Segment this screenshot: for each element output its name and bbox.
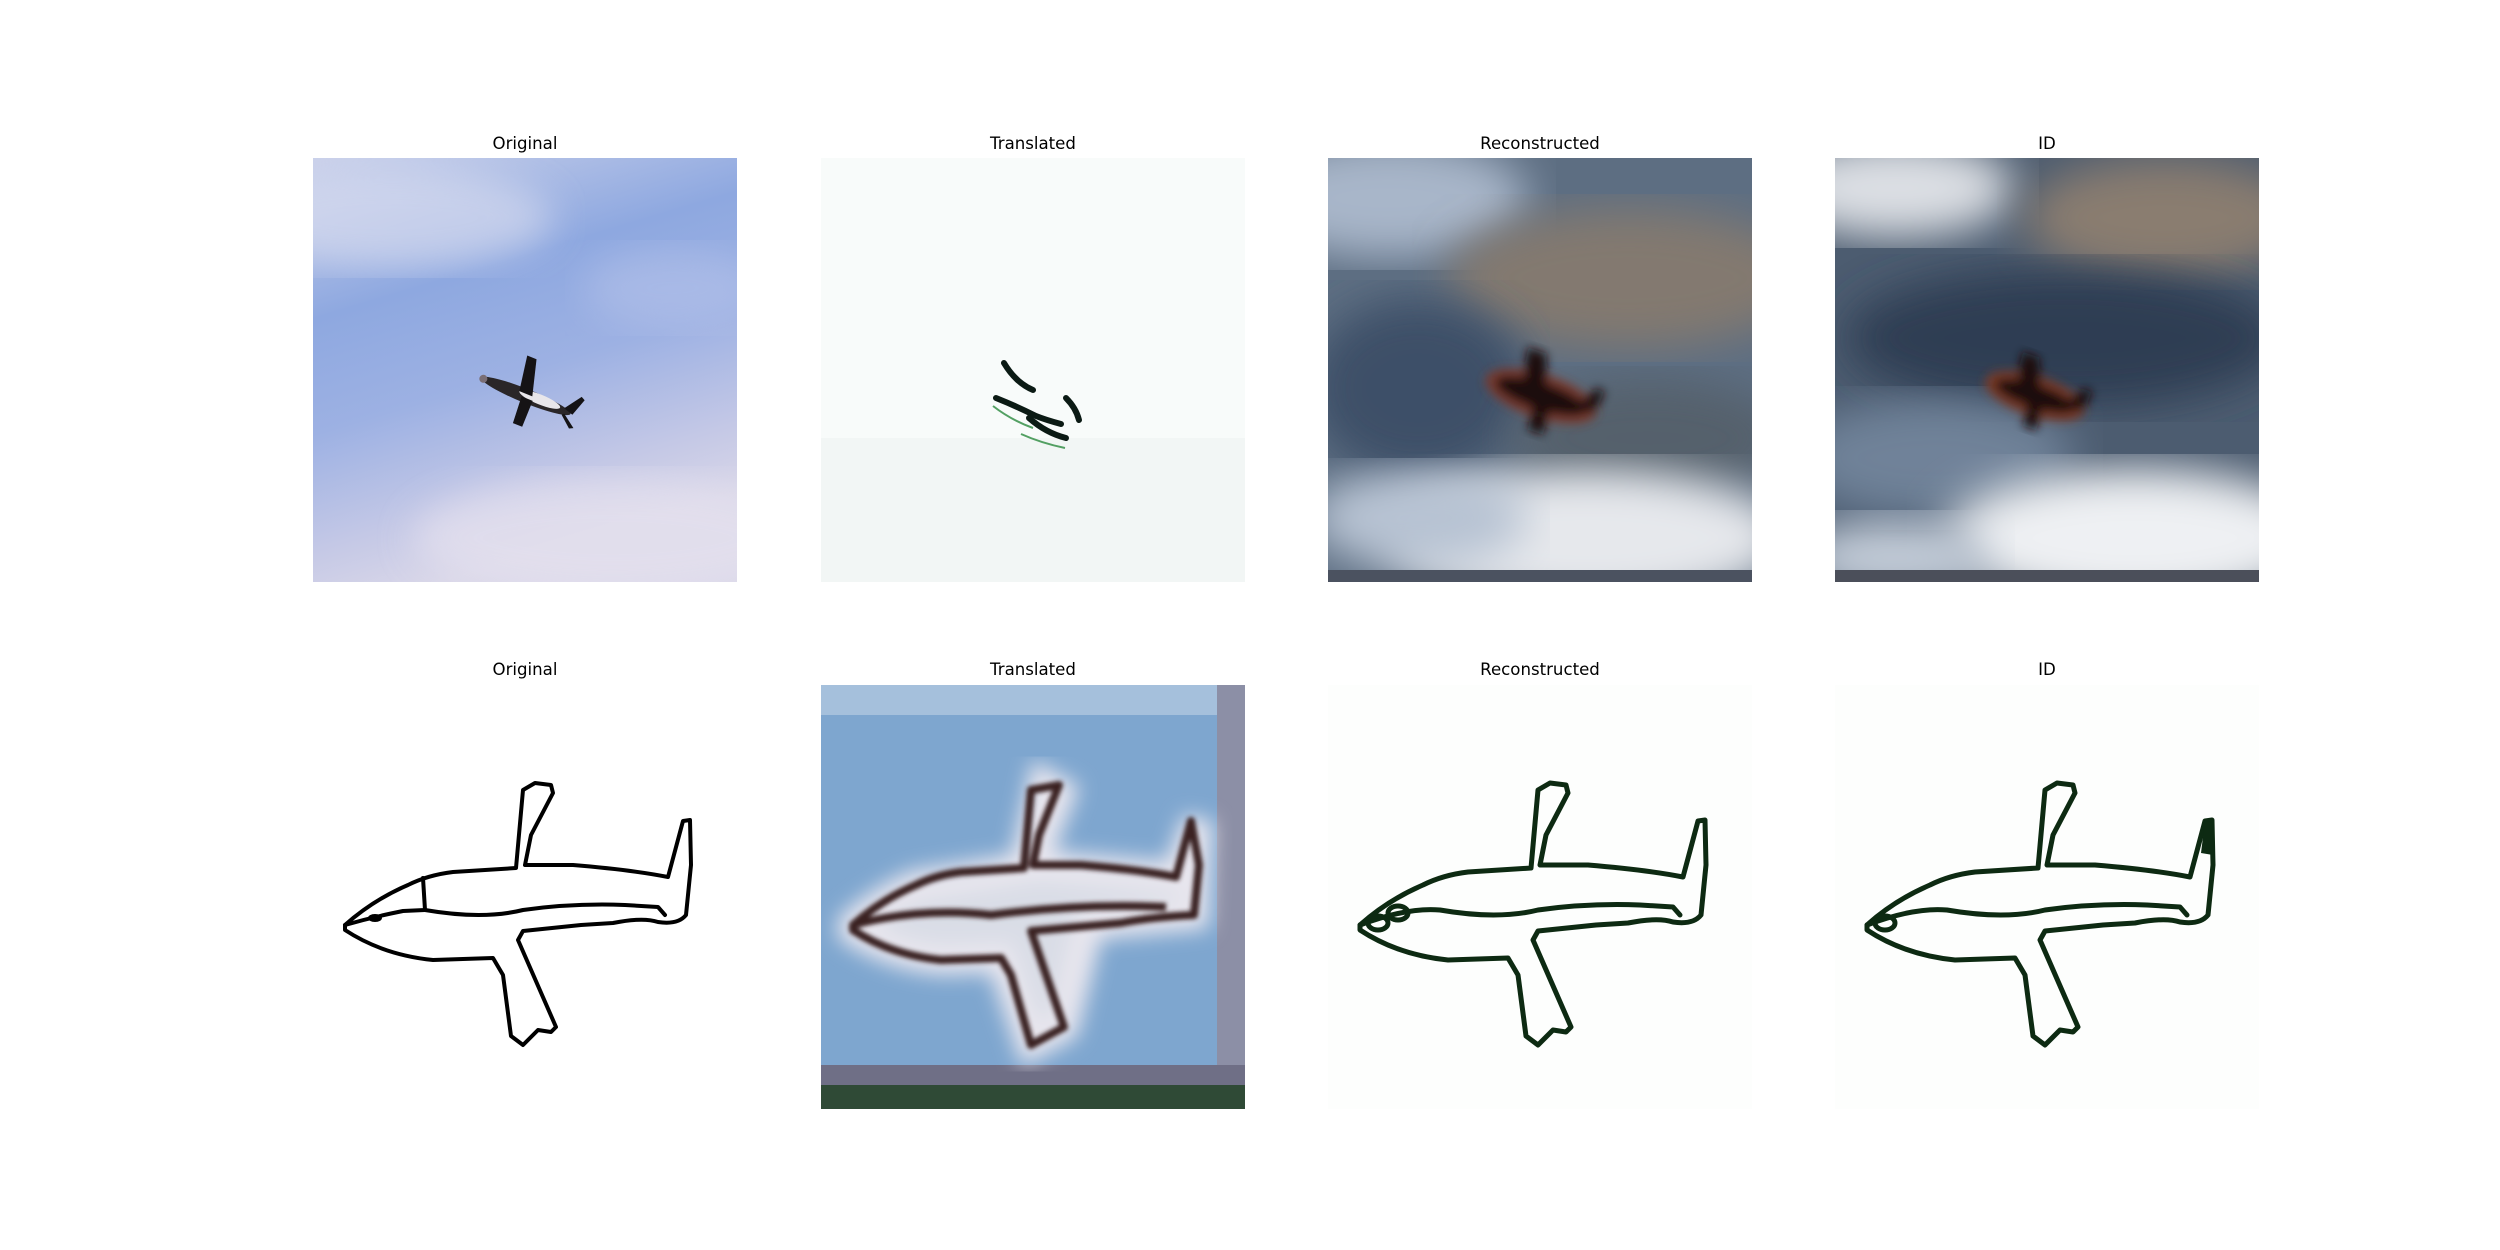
id-sketch-image xyxy=(1835,685,2259,1109)
reconstructed-photo-panel xyxy=(1328,158,1752,582)
id-photo-image xyxy=(1835,158,2259,582)
airplane-photo-image xyxy=(313,158,737,582)
reconstructed-sketch-panel xyxy=(1328,685,1752,1109)
reconstructed-sketch-image xyxy=(1328,685,1752,1109)
id-sketch-panel xyxy=(1835,685,2259,1109)
panel-title-id-2: ID xyxy=(2038,660,2056,679)
original-photo-panel xyxy=(313,158,737,582)
reconstructed-photo-image xyxy=(1328,158,1752,582)
original-sketch-panel xyxy=(313,685,737,1109)
airplane-sketch-image xyxy=(313,685,737,1109)
panel-title-original-2: Original xyxy=(492,660,558,679)
panel-title-original-1: Original xyxy=(492,134,558,153)
id-photo-panel xyxy=(1835,158,2259,582)
panel-title-id-1: ID xyxy=(2038,134,2056,153)
panel-title-translated-1: Translated xyxy=(990,134,1076,153)
translated-sketch-image xyxy=(821,158,1245,582)
translated-painting-panel xyxy=(821,685,1245,1109)
translated-sketch-panel xyxy=(821,158,1245,582)
panel-title-translated-2: Translated xyxy=(990,660,1076,679)
panel-title-reconstructed-1: Reconstructed xyxy=(1480,134,1600,153)
panel-title-reconstructed-2: Reconstructed xyxy=(1480,660,1600,679)
translated-painting-image xyxy=(821,685,1245,1109)
